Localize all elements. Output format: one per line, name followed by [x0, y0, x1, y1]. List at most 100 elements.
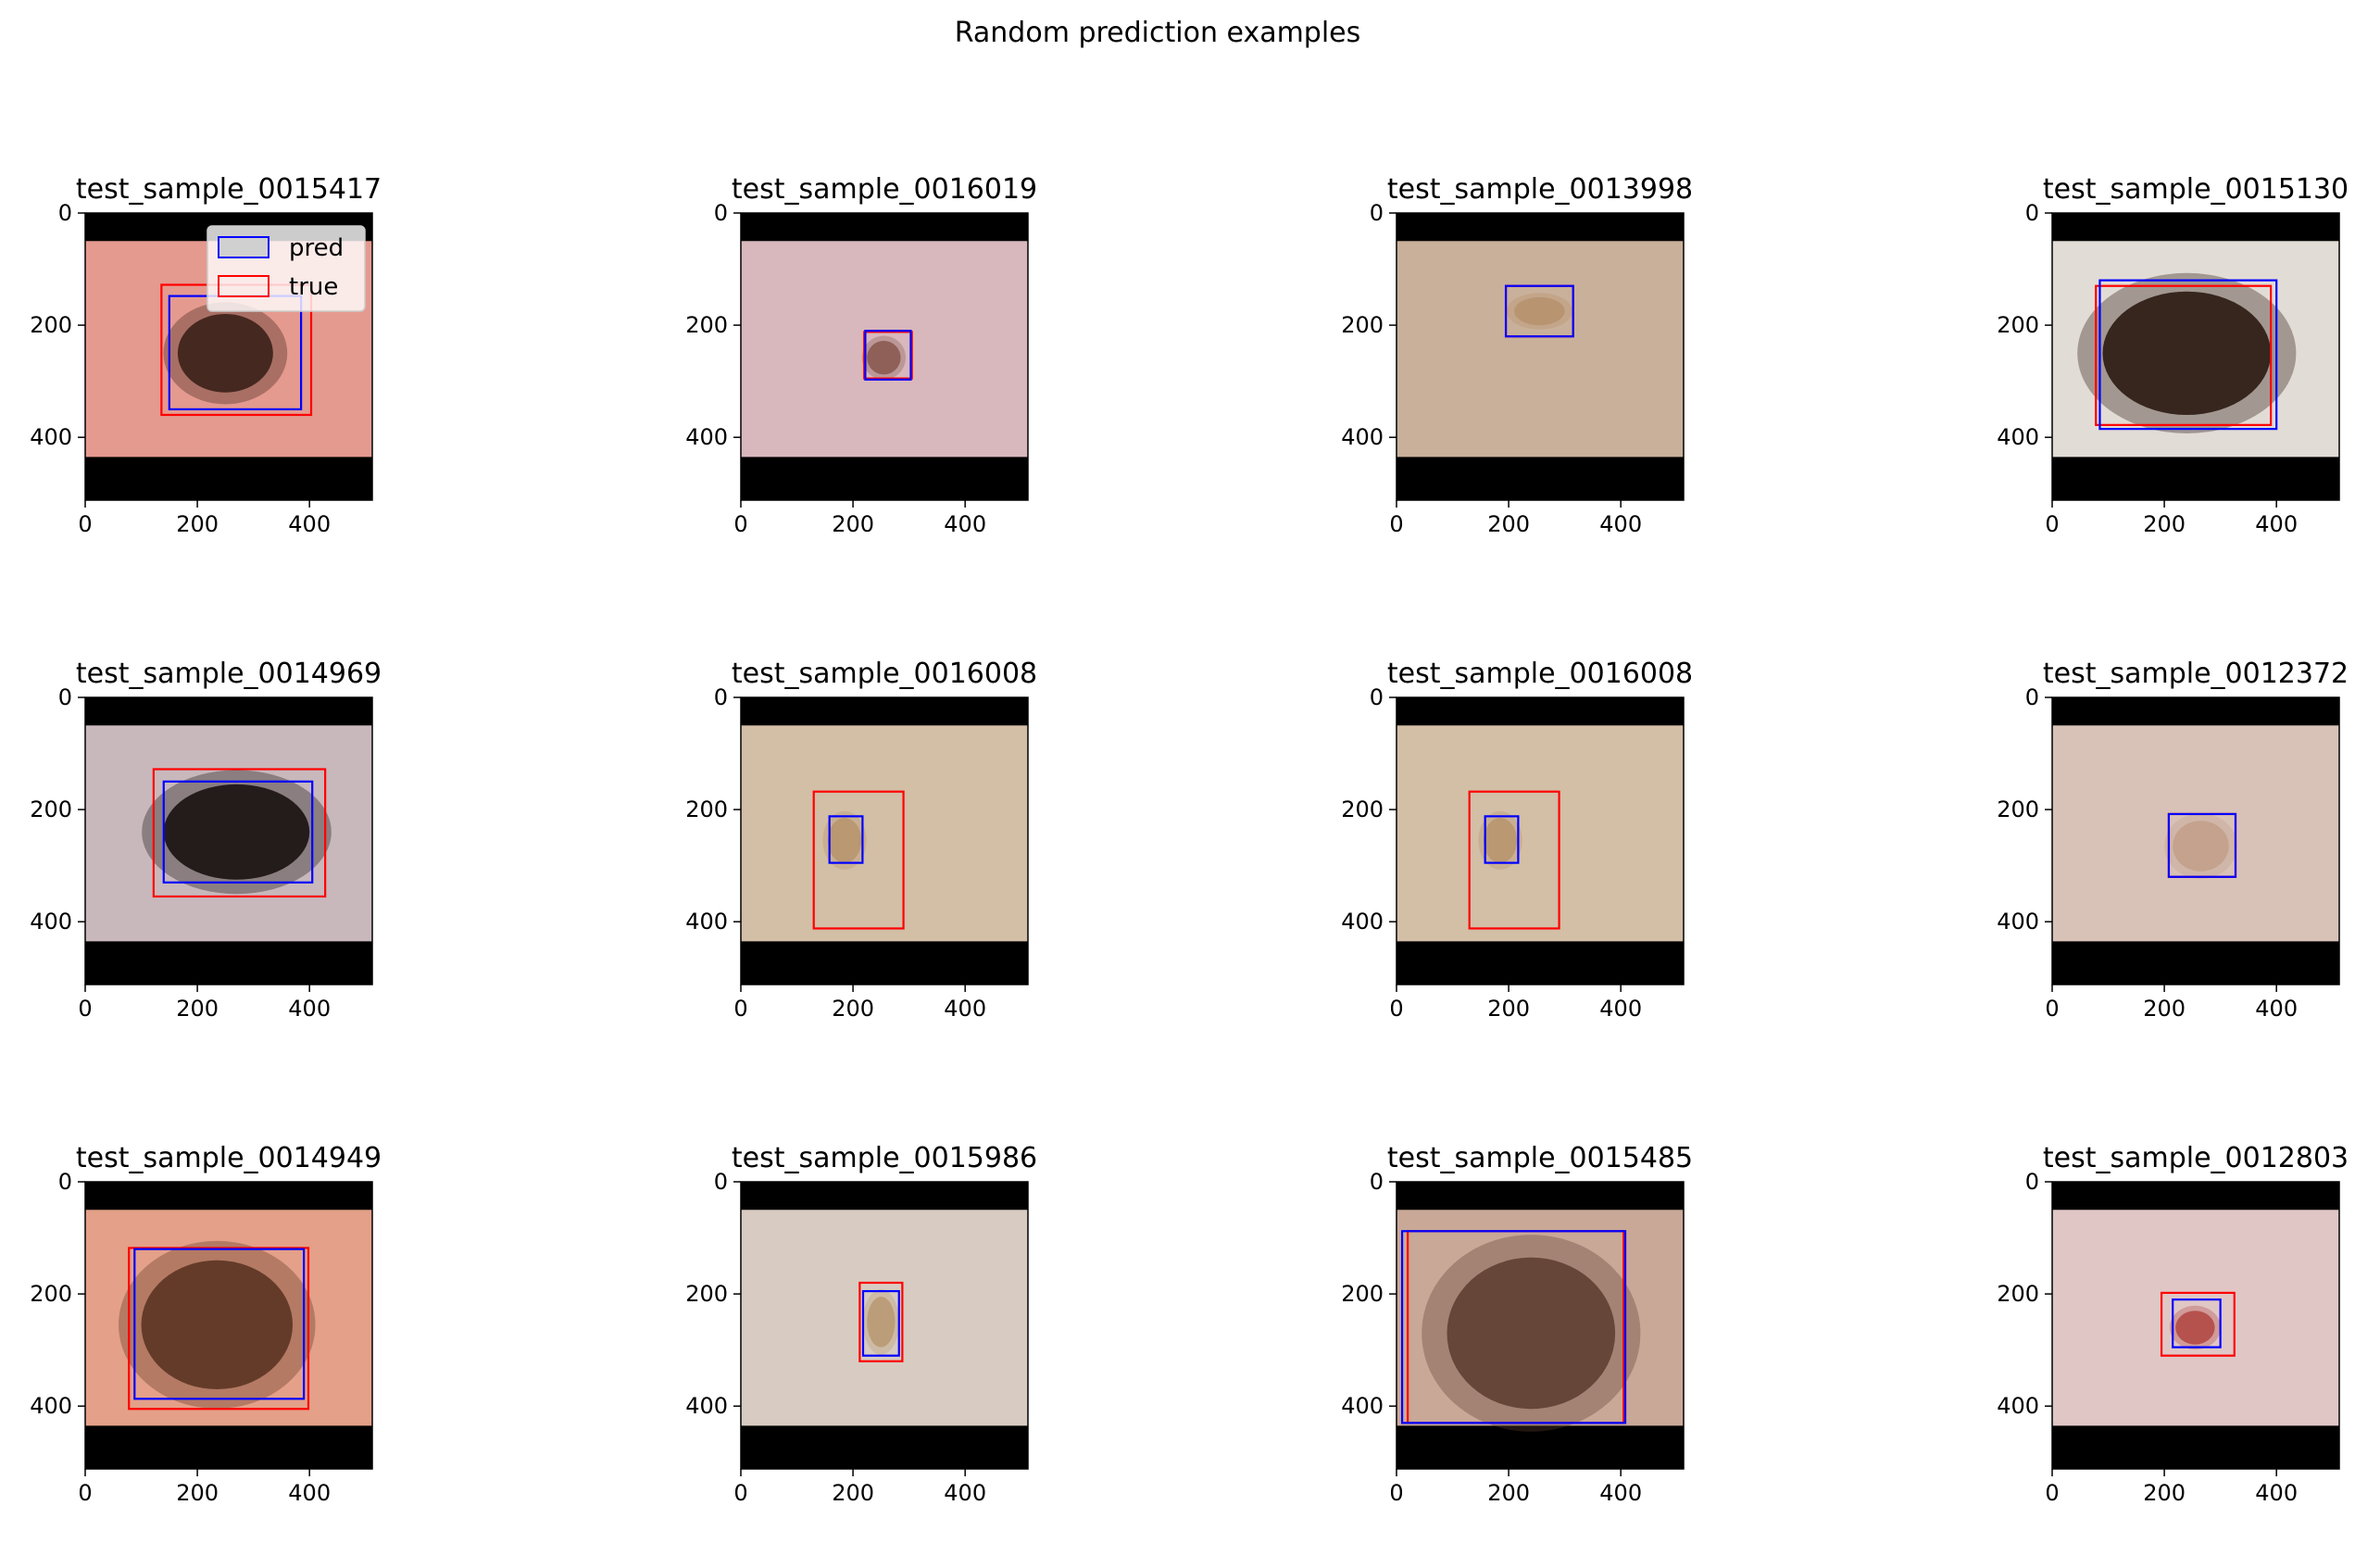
- axes-frame: [84, 212, 373, 501]
- y-tick-label: 200: [1341, 797, 1384, 822]
- image-content: [2052, 1210, 2339, 1426]
- panel-title: test_sample_0016008: [732, 658, 1037, 690]
- y-tick-label: 400: [30, 1393, 72, 1419]
- y-tick-label: 200: [1341, 1281, 1384, 1307]
- y-tick-label: 400: [1997, 424, 2039, 450]
- x-tick-label: 200: [832, 996, 874, 1022]
- figure-title: Random prediction examples: [955, 17, 1361, 49]
- panel-title: test_sample_0012803: [2043, 1142, 2349, 1174]
- true-bbox: [858, 1281, 904, 1362]
- lesion: [827, 818, 862, 863]
- legend: pred true: [207, 225, 366, 312]
- panel-5: 0 200 400 0 200 400 test_sample_0014969: [30, 658, 382, 1022]
- y-tick-label: 0: [2025, 1169, 2039, 1195]
- true-bbox: [2095, 284, 2273, 426]
- x-tick-label: 200: [1487, 511, 1530, 537]
- skin-band: [1397, 725, 1684, 942]
- y-tick-label: 200: [685, 312, 728, 338]
- axes-frame: [740, 1181, 1029, 1470]
- y-tick-label: 200: [30, 1281, 72, 1307]
- y-tick-label: 400: [685, 909, 728, 935]
- lesion: [1447, 1257, 1616, 1410]
- y-tick-label: 0: [58, 200, 72, 226]
- axes-frame: [84, 1181, 373, 1470]
- y-tick-label: 0: [58, 1169, 72, 1195]
- image-content: [85, 241, 372, 458]
- axes-frame: [2051, 696, 2340, 985]
- panel-4: 0 200 400 0 200 400 test_sample_0015130: [1997, 173, 2349, 537]
- y-tick-label: 200: [1997, 1281, 2039, 1307]
- y-tick-label: 400: [30, 909, 72, 935]
- pred-bbox: [133, 1248, 306, 1400]
- x-tick-label: 400: [1599, 511, 1642, 537]
- y-tick-label: 200: [1997, 312, 2039, 338]
- panel-title: test_sample_0012372: [2043, 658, 2349, 690]
- panel-3: 0 200 400 0 200 400 test_sample_0013998: [1341, 173, 1693, 537]
- x-tick-label: 400: [1599, 996, 1642, 1022]
- panel-11: 0 200 400 0 200 400 test_sample_0015485: [1341, 1142, 1693, 1506]
- legend-label-pred: pred: [289, 234, 344, 262]
- x-tick-label: 400: [2255, 1480, 2298, 1506]
- x-tick-label: 0: [733, 511, 747, 537]
- y-tick-label: 0: [714, 684, 728, 710]
- image-content: [1397, 1210, 1684, 1432]
- x-tick-label: 400: [944, 1480, 986, 1506]
- pred-bbox: [828, 815, 864, 864]
- y-tick-label: 0: [714, 1169, 728, 1195]
- image-content: [741, 241, 1028, 458]
- y-tick-label: 400: [1341, 1393, 1384, 1419]
- axes-frame: [1396, 212, 1685, 501]
- panel-title: test_sample_0016008: [1387, 658, 1693, 690]
- y-tick-label: 200: [1997, 797, 2039, 822]
- panel-6: 0 200 400 0 200 400 test_sample_0016008: [685, 658, 1037, 1022]
- y-tick-label: 0: [2025, 200, 2039, 226]
- x-tick-label: 0: [733, 1480, 747, 1506]
- panel-9: 0 200 400 0 200 400 test_sample_0014949: [30, 1142, 382, 1506]
- x-tick-label: 0: [2045, 511, 2059, 537]
- pred-bbox: [1504, 284, 1574, 338]
- pred-bbox: [162, 780, 314, 884]
- true-bbox: [1468, 790, 1560, 930]
- y-tick-label: 200: [30, 797, 72, 822]
- y-tick-label: 0: [1370, 684, 1384, 710]
- pred-bbox: [864, 330, 912, 381]
- panel-title: test_sample_0016019: [732, 173, 1037, 206]
- skin-band: [741, 725, 1028, 942]
- x-tick-label: 0: [2045, 1480, 2059, 1506]
- y-tick-label: 0: [58, 684, 72, 710]
- axes-frame: [740, 696, 1029, 985]
- x-tick-label: 200: [2143, 1480, 2186, 1506]
- panel-title: test_sample_0014949: [76, 1142, 382, 1174]
- y-tick-label: 200: [1341, 312, 1384, 338]
- lesion: [867, 1297, 896, 1348]
- panel-7: 0 200 400 0 200 400 test_sample_0016008: [1341, 658, 1693, 1022]
- image-content: [85, 725, 372, 942]
- true-bbox: [128, 1247, 310, 1411]
- image-content: [741, 725, 1028, 942]
- pred-bbox: [1484, 815, 1520, 864]
- axes-frame: [1396, 696, 1685, 985]
- image-content: [2052, 725, 2339, 942]
- x-tick-label: 200: [176, 996, 219, 1022]
- x-tick-label: 200: [2143, 996, 2186, 1022]
- x-tick-label: 0: [1389, 1480, 1403, 1506]
- panel-10: 0 200 400 0 200 400 test_sample_0015986: [685, 1142, 1037, 1506]
- lesion: [2173, 821, 2229, 872]
- y-tick-label: 400: [685, 424, 728, 450]
- x-tick-label: 200: [2143, 511, 2186, 537]
- x-tick-label: 400: [2255, 511, 2298, 537]
- y-tick-label: 400: [685, 1393, 728, 1419]
- lesion: [2102, 291, 2272, 415]
- x-tick-label: 400: [288, 996, 331, 1022]
- y-tick-label: 400: [1997, 1393, 2039, 1419]
- panel-8: 0 200 400 0 200 400 test_sample_0012372: [1997, 658, 2349, 1022]
- panel-12: 0 200 400 0 200 400 test_sample_0012803: [1997, 1142, 2349, 1506]
- axes-frame: [2051, 212, 2340, 501]
- x-tick-label: 400: [944, 996, 986, 1022]
- axes-frame: [84, 696, 373, 985]
- panel-title: test_sample_0015986: [732, 1142, 1037, 1174]
- lesion: [163, 784, 310, 880]
